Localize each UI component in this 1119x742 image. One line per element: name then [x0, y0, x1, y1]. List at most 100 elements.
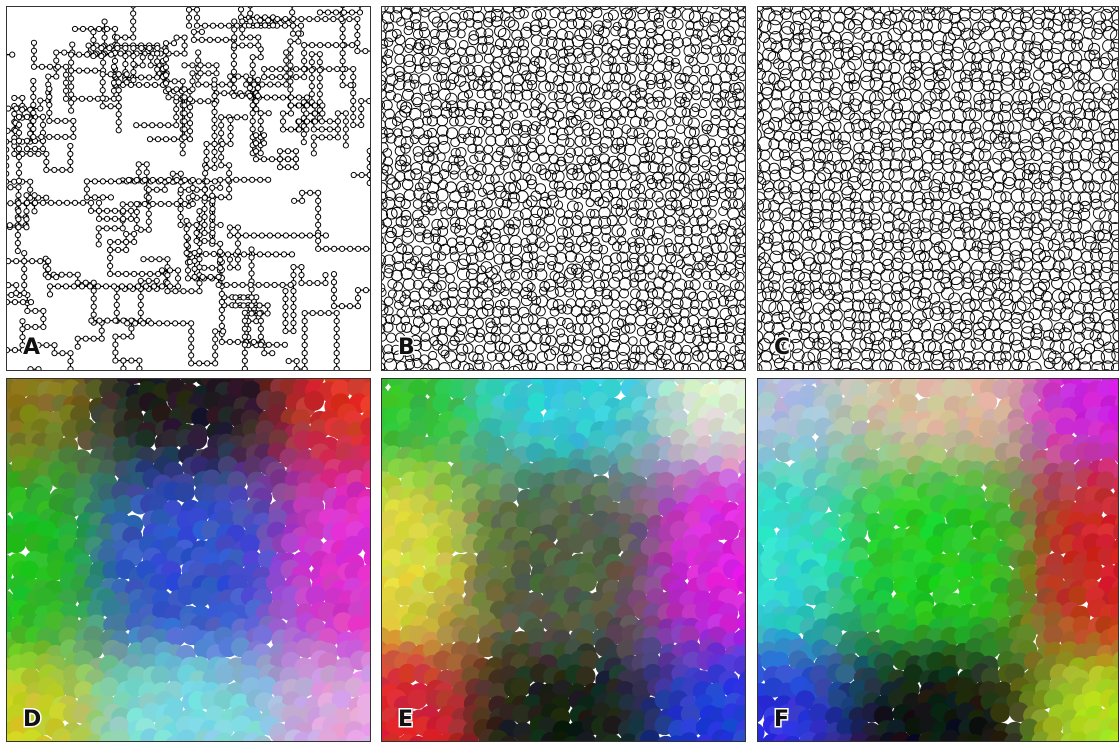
node — [31, 145, 39, 152]
node — [21, 282, 28, 289]
cell — [838, 278, 854, 293]
node — [185, 14, 193, 21]
cell — [402, 54, 416, 67]
node — [274, 15, 281, 23]
node — [298, 232, 306, 239]
cell — [508, 60, 522, 73]
cell — [1084, 49, 1096, 62]
cell — [384, 82, 395, 94]
node — [240, 294, 247, 301]
node — [111, 215, 119, 222]
cell — [628, 336, 638, 346]
cell — [609, 252, 622, 265]
cell — [737, 16, 746, 28]
node — [239, 281, 246, 289]
cell — [1051, 219, 1063, 231]
node — [14, 231, 21, 239]
node — [11, 94, 18, 102]
cell — [522, 172, 532, 182]
node — [212, 360, 219, 367]
cell — [1048, 328, 1063, 342]
cell — [1000, 330, 1015, 345]
cell — [980, 298, 995, 312]
cell — [638, 160, 652, 174]
cell — [1001, 26, 1015, 40]
node — [122, 34, 129, 41]
cell — [884, 368, 894, 371]
cell — [602, 12, 614, 23]
cell — [710, 242, 722, 254]
cell — [547, 133, 559, 144]
node — [45, 266, 52, 273]
node — [239, 26, 246, 33]
cell — [495, 146, 505, 156]
node — [190, 28, 198, 35]
cell — [1092, 297, 1106, 311]
node — [107, 262, 114, 270]
node — [257, 17, 264, 24]
cell — [757, 59, 763, 74]
cell — [697, 155, 711, 168]
cell — [709, 12, 721, 24]
cell — [990, 6, 1003, 11]
cell — [871, 18, 883, 30]
node — [173, 200, 180, 208]
node — [306, 279, 313, 287]
cell — [972, 216, 986, 231]
cell — [1012, 151, 1027, 166]
cell — [1061, 67, 1074, 80]
cell — [447, 72, 460, 85]
cell — [395, 193, 405, 203]
node — [221, 90, 228, 97]
cell — [978, 162, 991, 175]
node — [0, 98, 3, 103]
cell — [634, 270, 647, 282]
cell — [893, 88, 907, 101]
cell — [441, 100, 452, 111]
color-cell — [304, 390, 325, 411]
color-cell — [179, 378, 199, 385]
cell — [394, 71, 406, 82]
node — [234, 256, 242, 263]
node — [276, 164, 284, 171]
node — [225, 22, 233, 29]
cell — [799, 22, 812, 35]
cell — [931, 158, 944, 171]
cell — [716, 323, 728, 335]
node — [181, 50, 188, 57]
cell — [635, 344, 646, 355]
node — [211, 178, 219, 185]
node — [315, 221, 322, 228]
cell — [1001, 298, 1017, 314]
cell — [822, 106, 838, 121]
node — [295, 38, 302, 45]
node — [140, 256, 147, 263]
cell — [590, 242, 603, 255]
cell — [562, 304, 573, 315]
cell — [419, 339, 432, 352]
node — [115, 87, 122, 94]
node — [249, 176, 256, 183]
cell — [399, 105, 412, 118]
node — [193, 22, 201, 29]
cell — [929, 232, 943, 246]
cell — [684, 82, 695, 93]
cell — [790, 119, 803, 131]
node — [354, 47, 361, 55]
node — [130, 76, 137, 84]
node — [113, 293, 120, 300]
cell — [708, 291, 718, 301]
cell — [635, 96, 648, 109]
cell — [525, 340, 537, 352]
node — [203, 164, 210, 172]
cell — [1112, 171, 1119, 186]
cell — [629, 84, 641, 96]
node — [70, 125, 77, 133]
cell — [556, 328, 566, 338]
cell — [757, 100, 763, 114]
node — [265, 110, 272, 117]
node — [247, 6, 254, 9]
cell — [962, 107, 976, 121]
cell — [878, 337, 893, 352]
cell — [1058, 62, 1071, 75]
